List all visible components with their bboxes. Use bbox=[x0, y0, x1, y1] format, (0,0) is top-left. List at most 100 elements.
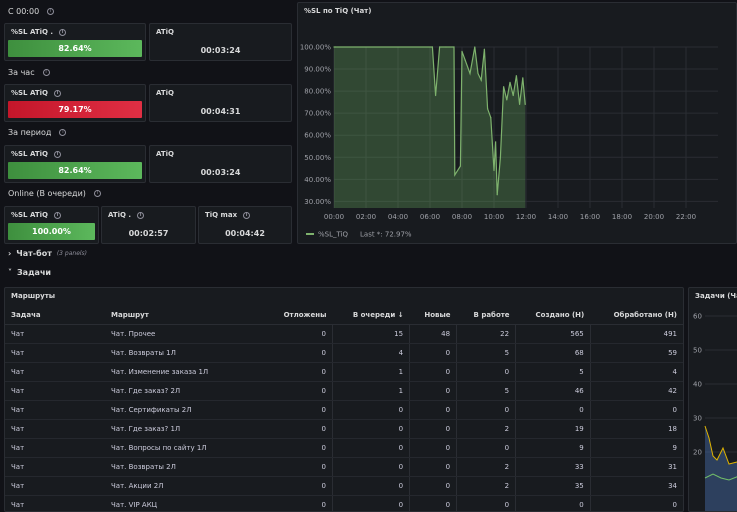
series-area bbox=[334, 47, 526, 208]
tasks-chart[interactable]: 60 50 40 30 20 bbox=[689, 288, 737, 512]
table-cell: 34 bbox=[589, 476, 683, 496]
row-title-online[interactable]: Online (В очереди) i bbox=[8, 189, 101, 198]
info-icon[interactable]: i bbox=[59, 28, 67, 36]
table-cell: Чат. Прочее bbox=[105, 324, 265, 344]
table-cell: 46 bbox=[515, 381, 591, 401]
stat-tiq-max[interactable]: TiQ max i 00:04:42 bbox=[198, 206, 292, 244]
table-cell: 0 bbox=[409, 362, 457, 382]
section-chatbot-label: Чат-бот bbox=[16, 249, 52, 258]
table-row[interactable]: Чат Чат. Изменение заказа 1Л 0 1 0 0 5 4 bbox=[5, 362, 683, 382]
column-header[interactable]: В очереди ↓ bbox=[332, 306, 410, 325]
table-cell: 4 bbox=[589, 362, 683, 382]
data-point bbox=[461, 50, 463, 53]
stat-atiq-today[interactable]: ATiQ 00:03:24 bbox=[149, 23, 292, 61]
x-tick-label: 04:00 bbox=[388, 213, 408, 221]
table-row[interactable]: Чат Чат. Акции 2Л 0 0 0 2 35 34 bbox=[5, 476, 683, 496]
info-icon[interactable]: i bbox=[53, 89, 61, 97]
data-point bbox=[445, 46, 447, 48]
table-cell: 19 bbox=[515, 419, 591, 439]
info-icon[interactable]: i bbox=[93, 190, 101, 197]
data-point bbox=[477, 72, 479, 75]
table-cell: 0 bbox=[265, 400, 333, 420]
routes-table-panel[interactable]: Маршруты Задача Маршрут Отложены В очереди … bbox=[4, 287, 684, 512]
y-tick-label: 60.00% bbox=[304, 132, 331, 140]
table-cell: Чат bbox=[5, 438, 105, 458]
info-icon[interactable]: i bbox=[53, 150, 61, 158]
info-icon[interactable]: i bbox=[47, 8, 55, 15]
stat-atiq-online[interactable]: ATiQ . i 00:02:57 bbox=[101, 206, 196, 244]
sl-chart-panel[interactable]: %SL по TiQ (Чат) 100.00% 90.00% 80.00% 70.0… bbox=[297, 2, 737, 244]
y-tick-label: 50 bbox=[693, 347, 702, 355]
y-tick-label: 50.00% bbox=[304, 154, 331, 162]
info-icon[interactable]: i bbox=[42, 69, 50, 76]
tasks-chart-panel[interactable]: Задачи (Чат 60 50 40 30 20 bbox=[688, 287, 737, 512]
row-title-today[interactable]: С 00:00 i bbox=[8, 7, 55, 16]
x-tick-label: 22:00 bbox=[676, 213, 696, 221]
table-row[interactable]: Чат Чат. Возвраты 1Л 0 4 0 5 68 59 bbox=[5, 343, 683, 363]
table-header-row: Задача Маршрут Отложены В очереди ↓ Новые В р… bbox=[5, 306, 683, 325]
y-tick-label: 80.00% bbox=[304, 88, 331, 96]
table-cell: 0 bbox=[515, 495, 591, 511]
x-tick-label: 18:00 bbox=[612, 213, 632, 221]
column-header[interactable]: Отложены bbox=[265, 306, 333, 325]
table-row[interactable]: Чат Чат. Сертификаты 2Л 0 0 0 0 0 0 bbox=[5, 400, 683, 420]
table-cell: 31 bbox=[589, 457, 683, 477]
table-cell: 0 bbox=[265, 419, 333, 439]
data-point bbox=[435, 94, 437, 97]
panel-title-text: ATiQ . bbox=[108, 211, 132, 219]
table-row[interactable]: Чат Чат. Возвраты 2Л 0 0 0 2 33 31 bbox=[5, 457, 683, 477]
table-cell: 22 bbox=[456, 324, 516, 344]
stat-sl-period[interactable]: %SL ATiQ i 82.64% bbox=[4, 145, 146, 183]
column-header[interactable]: В работе bbox=[456, 306, 516, 325]
table-cell: Чат bbox=[5, 343, 105, 363]
info-icon[interactable]: i bbox=[243, 211, 251, 219]
stat-value: 00:03:24 bbox=[200, 168, 241, 177]
table-row[interactable]: Чат Чат. Где заказ? 1Л 0 0 0 2 19 18 bbox=[5, 419, 683, 439]
table-row[interactable]: Чат Чат. Где заказ? 2Л 0 1 0 5 46 42 bbox=[5, 381, 683, 401]
table-cell: 491 bbox=[589, 324, 683, 344]
series-line bbox=[704, 425, 737, 465]
table-row[interactable]: Чат Чат. Прочее 0 15 48 22 565 491 bbox=[5, 324, 683, 344]
table-cell: Чат bbox=[5, 381, 105, 401]
stat-sl-today[interactable]: %SL ATiQ . i 82.64% bbox=[4, 23, 146, 61]
table-cell: 0 bbox=[265, 438, 333, 458]
table-cell: Чат. Возвраты 1Л bbox=[105, 343, 265, 363]
info-icon[interactable]: i bbox=[53, 211, 61, 219]
y-tick-label: 100.00% bbox=[300, 44, 331, 52]
column-header[interactable]: Задача bbox=[5, 306, 105, 325]
stat-atiq-period[interactable]: ATiQ 00:03:24 bbox=[149, 145, 292, 183]
sl-chart[interactable]: 100.00% 90.00% 80.00% 70.00% 60.00% 50.00% 40.… bbox=[298, 3, 736, 243]
table-title: Маршруты bbox=[11, 292, 56, 300]
section-tasks[interactable]: ˅ Задачи bbox=[8, 268, 51, 277]
stat-sl-online[interactable]: %SL ATiQ i 100.00% bbox=[4, 206, 99, 244]
info-icon[interactable]: i bbox=[137, 211, 145, 219]
table-row[interactable]: Чат Чат. VIP АКЦ 0 0 0 0 0 0 bbox=[5, 495, 683, 511]
row-title-period[interactable]: За период i bbox=[8, 128, 67, 137]
table-cell: 59 bbox=[589, 343, 683, 363]
info-icon[interactable]: i bbox=[59, 129, 67, 136]
stat-value: 00:04:42 bbox=[225, 229, 265, 238]
data-point bbox=[522, 77, 524, 79]
section-chatbot[interactable]: › Чат-бот (3 panels) bbox=[8, 249, 87, 258]
panel-title: TiQ max i bbox=[205, 211, 251, 219]
x-tick-label: 06:00 bbox=[420, 213, 440, 221]
column-header[interactable]: Маршрут bbox=[105, 306, 265, 325]
stat-sl-hour[interactable]: %SL ATiQ i 79.17% bbox=[4, 84, 146, 122]
stat-atiq-hour[interactable]: ATiQ 00:04:31 bbox=[149, 84, 292, 122]
table-cell: 18 bbox=[589, 419, 683, 439]
table-row[interactable]: Чат Чат. Вопросы по сайту 1Л 0 0 0 0 9 9 bbox=[5, 438, 683, 458]
panel-title-text: %SL ATiQ . bbox=[11, 28, 54, 36]
table-cell: 42 bbox=[589, 381, 683, 401]
chevron-down-icon: ˅ bbox=[8, 268, 12, 277]
x-tick-label: 02:00 bbox=[356, 213, 376, 221]
table-cell: Чат. Акции 2Л bbox=[105, 476, 265, 496]
table-cell: 0 bbox=[409, 381, 457, 401]
table-cell: Чат. Где заказ? 1Л bbox=[105, 419, 265, 439]
column-header[interactable]: Создано (Н) bbox=[515, 306, 591, 325]
row-title-hour[interactable]: За час i bbox=[8, 68, 50, 77]
panel-title: ATiQ bbox=[156, 28, 174, 36]
table-cell: 2 bbox=[456, 476, 516, 496]
column-header[interactable]: Обработано (Н) bbox=[590, 306, 683, 325]
column-header[interactable]: Новые bbox=[409, 306, 457, 325]
table-cell: Чат. VIP АКЦ bbox=[105, 495, 265, 511]
